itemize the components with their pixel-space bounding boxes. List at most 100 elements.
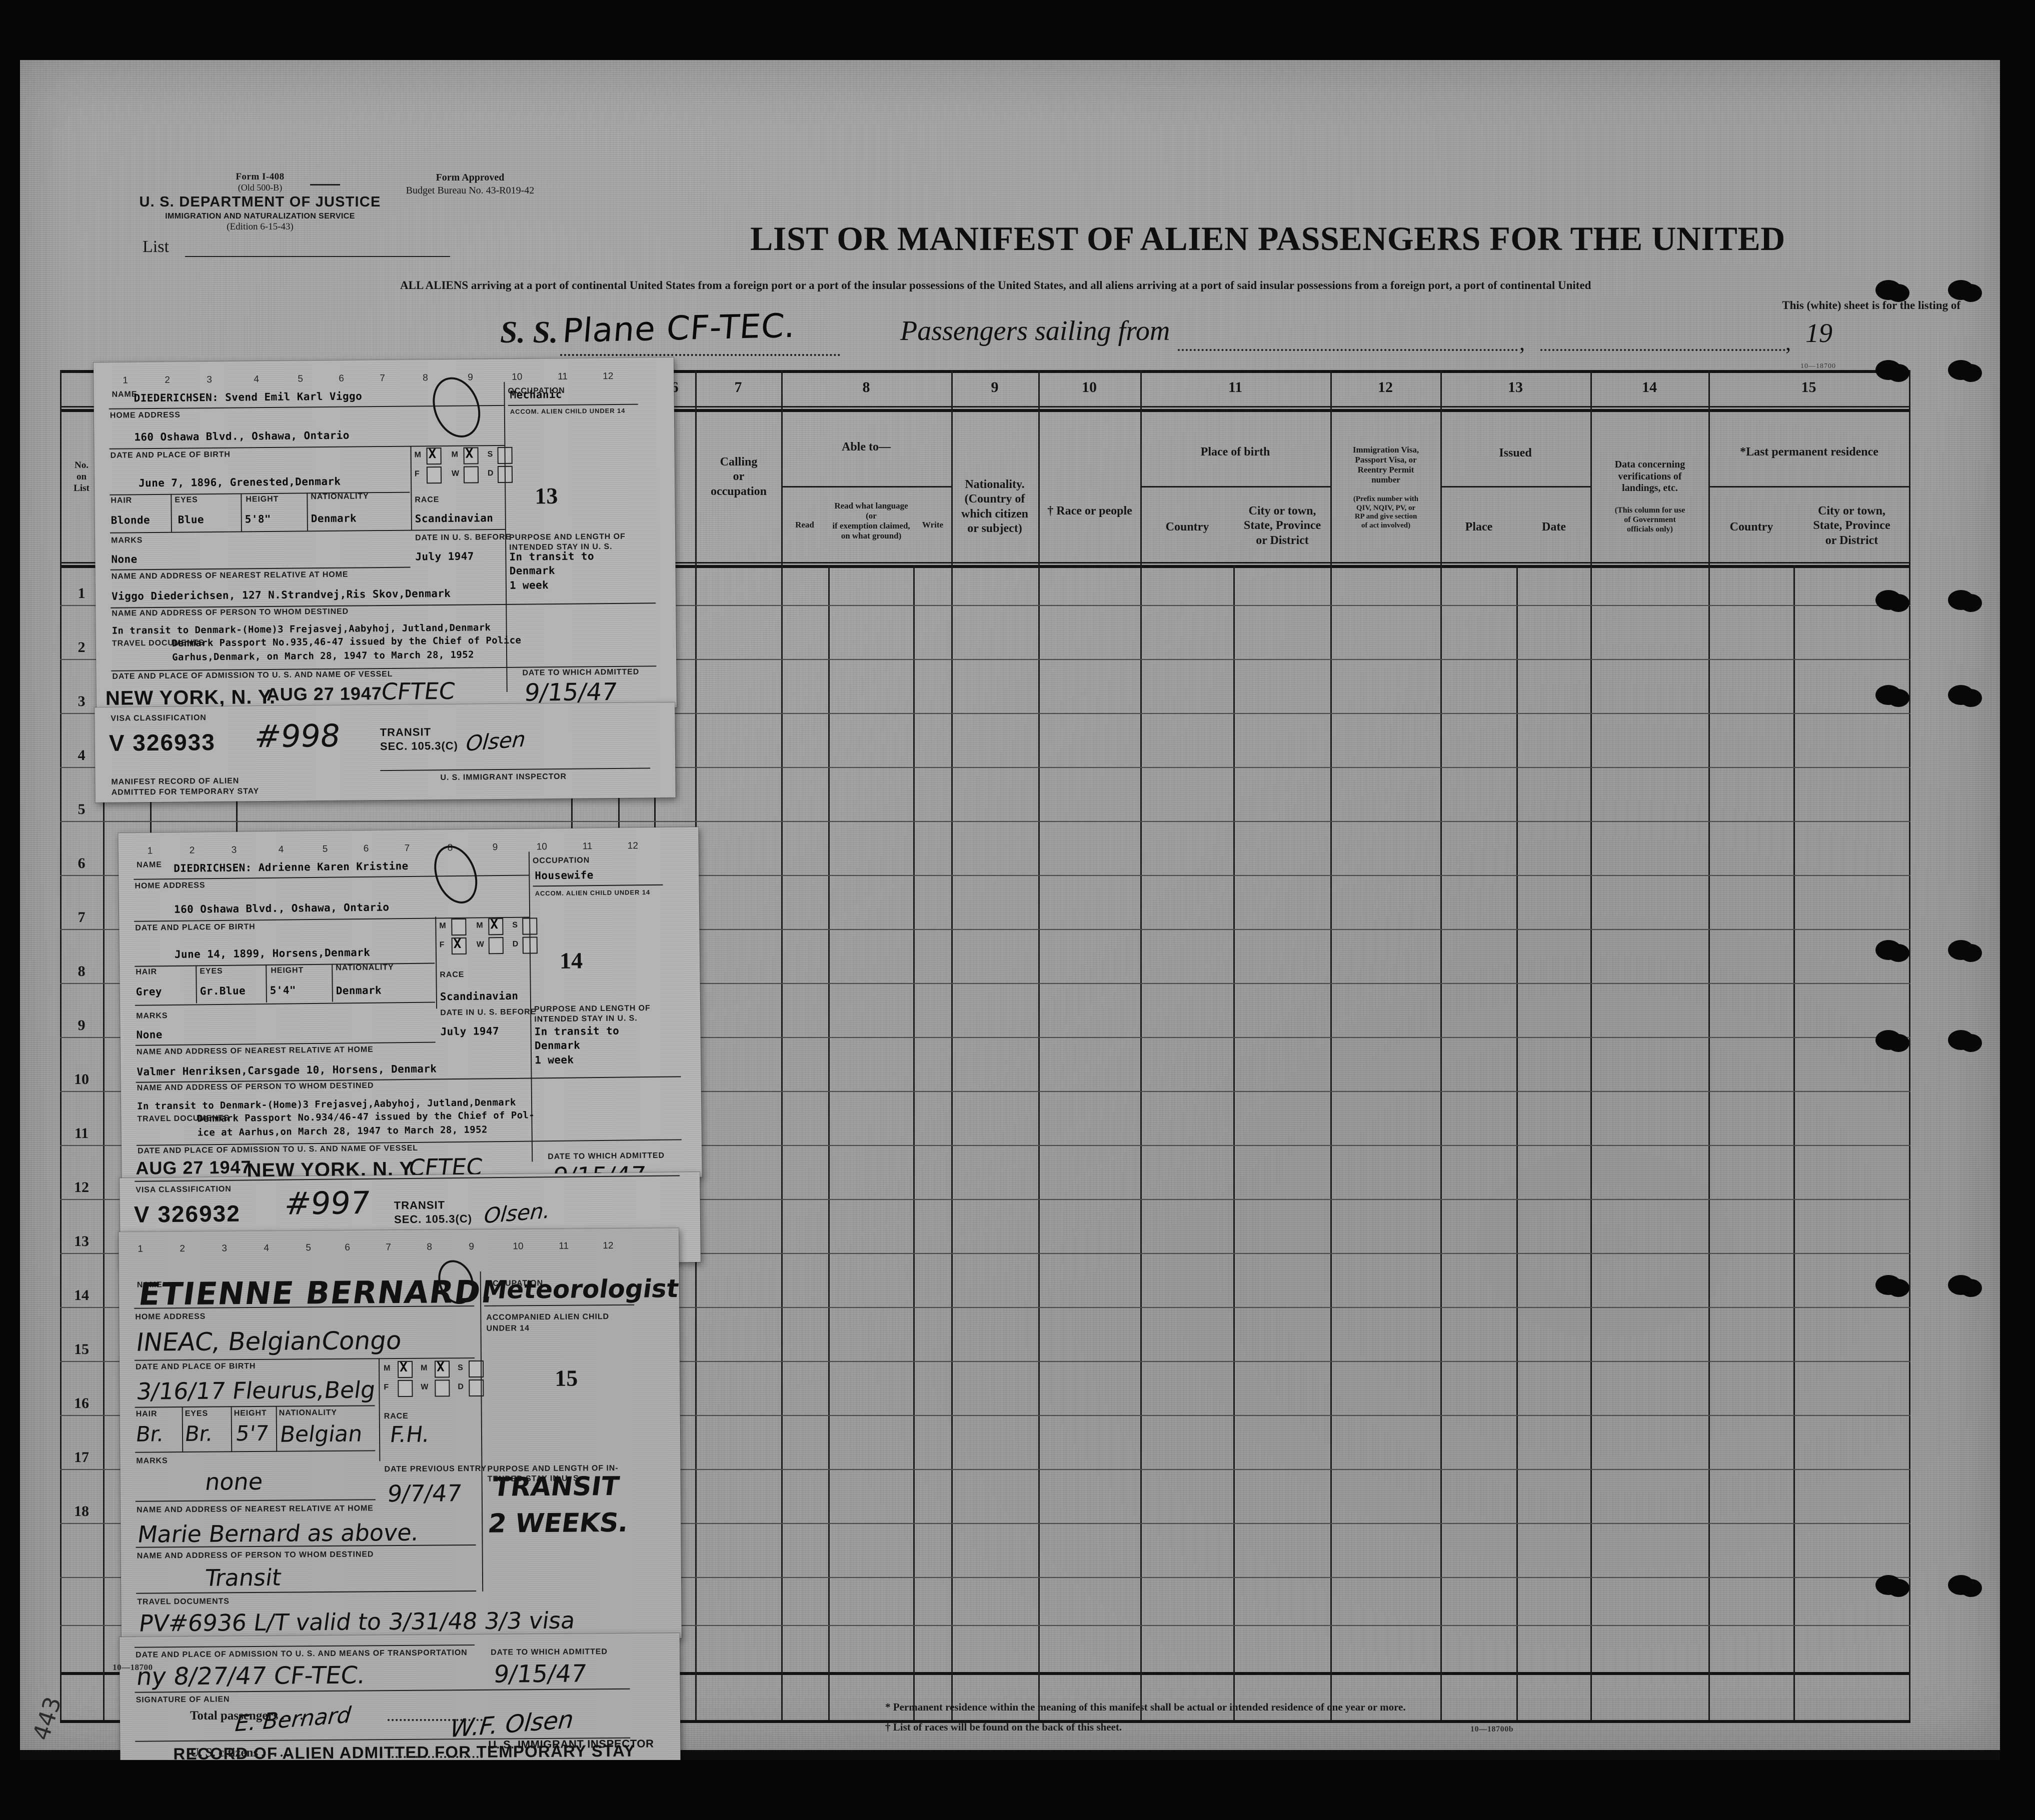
row-line-16 <box>60 1415 1910 1416</box>
card1-value-dob: June 7, 1896, Grenested,Denmark <box>138 475 341 490</box>
vessel-code: CF-TEC. <box>665 306 798 348</box>
card2-checkbox-widowed[interactable] <box>488 937 504 954</box>
card3-label-signature: SIGNATURE OF ALIEN <box>136 1695 230 1704</box>
card1-label-date-admitted: DATE TO WHICH ADMITTED <box>522 668 640 678</box>
card1-colnum-8: 8 <box>423 372 428 384</box>
card3-colnum-3: 3 <box>222 1243 228 1254</box>
card1-checkbox-married[interactable] <box>463 447 479 464</box>
card2-value-serial: #997 <box>282 1184 373 1222</box>
card1-rule-marks <box>110 566 411 570</box>
card2-label-divorced: D <box>512 940 519 948</box>
card3-label-sex-m: M <box>384 1364 391 1373</box>
pasted-card-1[interactable]: 1 2 3 4 5 6 7 8 9 10 11 12 NAME OCCUPATI… <box>93 357 677 714</box>
card1-checkbox-male[interactable] <box>426 448 442 465</box>
card2-colnum-7: 7 <box>404 842 410 854</box>
sailing-from-blank-2[interactable] <box>1540 349 1785 351</box>
punch-hole-10 <box>1948 940 1982 962</box>
row-line-1 <box>60 605 1910 606</box>
card1-colnum-5: 5 <box>298 374 303 384</box>
card1-checkbox-widowed[interactable] <box>463 466 479 484</box>
card2-label-transit-sec: SEC. 105.3(C) <box>394 1212 473 1226</box>
card2-label-date-in-us: DATE IN U. S. BEFORE <box>440 1008 537 1018</box>
punch-hole-1 <box>1875 280 1909 302</box>
card2-value-visa-class: V 326932 <box>134 1200 241 1228</box>
row-number-18: 18 <box>74 1503 89 1520</box>
card1-checkbox-female[interactable] <box>426 466 442 484</box>
card3-label-married: M <box>421 1364 428 1372</box>
card3-value-purpose: TRANSIT 2 WEEKS. <box>486 1471 631 1539</box>
card1-label-inspector: U. S. IMMIGRANT INSPECTOR <box>440 772 567 782</box>
card2-rule-relative <box>136 1076 681 1083</box>
card3-label-sex-f: F <box>384 1383 390 1392</box>
grid-h-headbot <box>60 565 1910 568</box>
card1-value-home-address: 160 Oshawa Blvd., Oshawa, Ontario <box>134 429 350 444</box>
card2-colnum-10: 10 <box>536 842 547 852</box>
row-line-19 <box>60 1577 1910 1578</box>
vessel-rule <box>560 354 840 356</box>
column-number-11: 11 <box>1228 379 1243 396</box>
row-line-20 <box>60 1625 1910 1626</box>
row-number-11: 11 <box>74 1125 89 1142</box>
pasted-card-3[interactable]: 1 2 3 4 5 6 7 8 9 10 11 12 NAME OCCUPATI… <box>119 1228 682 1662</box>
card1-vrule-hair <box>171 494 172 532</box>
card2-colnum-9: 9 <box>492 842 498 853</box>
card3-label-widowed: W <box>421 1382 429 1392</box>
card1-value-race: Scandinavian <box>415 512 494 525</box>
pasted-card-1-lower[interactable]: VISA CLASSIFICATION V 326933 #998 TRANSI… <box>95 702 676 803</box>
card3-checkbox-widowed[interactable] <box>435 1380 450 1397</box>
form-identification-block: Form I-408 (Old 500-B) U. S. DEPARTMENT … <box>120 171 400 232</box>
punch-hole-7 <box>1875 685 1909 707</box>
header-place-of-birth: Place of birth <box>1200 446 1270 458</box>
card2-value-name: DIEDRICHSEN: Adrienne Karen Kristine <box>173 860 409 874</box>
card1-pencil-circle <box>424 370 489 444</box>
footer-total-passengers-blank[interactable] <box>388 1719 483 1721</box>
card3-checkbox-married[interactable] <box>434 1360 450 1378</box>
card3-value-admission: ny 8/27/47 CF-TEC. <box>135 1661 367 1691</box>
vessel-script-word: Plane <box>561 309 658 350</box>
card2-colnum-5: 5 <box>322 844 328 854</box>
card2-checkbox-married[interactable] <box>488 918 504 936</box>
grid-v-15a <box>1793 565 1795 1720</box>
grid-h-headmid <box>60 562 1910 564</box>
card3-colnum-6: 6 <box>345 1242 351 1253</box>
card3-checkbox-female[interactable] <box>398 1380 413 1398</box>
punch-hole-9 <box>1875 940 1909 962</box>
grid-v-0 <box>60 370 62 1720</box>
card1-label-nearest-relative: NAME AND ADDRESS OF NEAREST RELATIVE AT … <box>111 570 349 581</box>
header-lpr-country: Country <box>1729 520 1773 534</box>
card3-label-marks: MARKS <box>136 1456 168 1466</box>
card3-label-race: RACE <box>384 1412 409 1421</box>
header-calling-occupation: Calling or occupation <box>710 456 767 498</box>
card2-label-widowed: W <box>476 940 485 949</box>
card1-value-eyes: Blue <box>178 514 205 526</box>
card2-value-nationality: Denmark <box>336 984 382 997</box>
card2-label-transit: TRANSIT <box>394 1198 446 1212</box>
card3-colnum-12: 12 <box>603 1240 614 1252</box>
sailing-from-blank-1[interactable] <box>1178 349 1518 351</box>
card3-checkbox-male[interactable] <box>397 1360 413 1378</box>
card3-value-nearest-relative: Marie Bernard as above. <box>136 1518 421 1548</box>
card1-value-purpose: In transit to Denmark 1 week <box>509 550 595 592</box>
row-number-12: 12 <box>74 1179 89 1196</box>
card3-value-height: 5'7 <box>234 1420 271 1446</box>
card2-checkbox-male[interactable] <box>451 918 467 936</box>
card1-label-accom-child: ACCOM. ALIEN CHILD UNDER 14 <box>510 406 626 416</box>
list-rule <box>185 256 450 257</box>
scan-border-right <box>2000 0 2035 1820</box>
card1-value-travel-docs: Denmark Passport No.935,46-47 issued by … <box>172 634 522 663</box>
year-prefix: 19 <box>1805 318 1832 348</box>
row-number-2: 2 <box>78 639 86 656</box>
row-number-17: 17 <box>74 1449 89 1466</box>
approval-dash <box>310 184 340 186</box>
card3-label-nationality: NATIONALITY <box>279 1408 338 1418</box>
card3-value-race: F.H. <box>388 1422 431 1448</box>
card1-rule-relative <box>111 602 656 608</box>
pasted-card-2[interactable]: 1 2 3 4 5 6 7 8 9 10 11 12 NAME OCCUPATI… <box>118 826 702 1190</box>
row-line-12 <box>60 1199 1910 1200</box>
card2-vrule-height <box>332 964 333 1002</box>
card3-label-dob: DATE AND PLACE OF BIRTH <box>135 1362 256 1372</box>
card2-checkbox-female[interactable] <box>451 937 467 955</box>
card3-value-destined: Transit <box>203 1564 283 1592</box>
card1-label-dob: DATE AND PLACE OF BIRTH <box>110 450 231 460</box>
footer-us-citizens-blank[interactable] <box>388 1756 483 1758</box>
